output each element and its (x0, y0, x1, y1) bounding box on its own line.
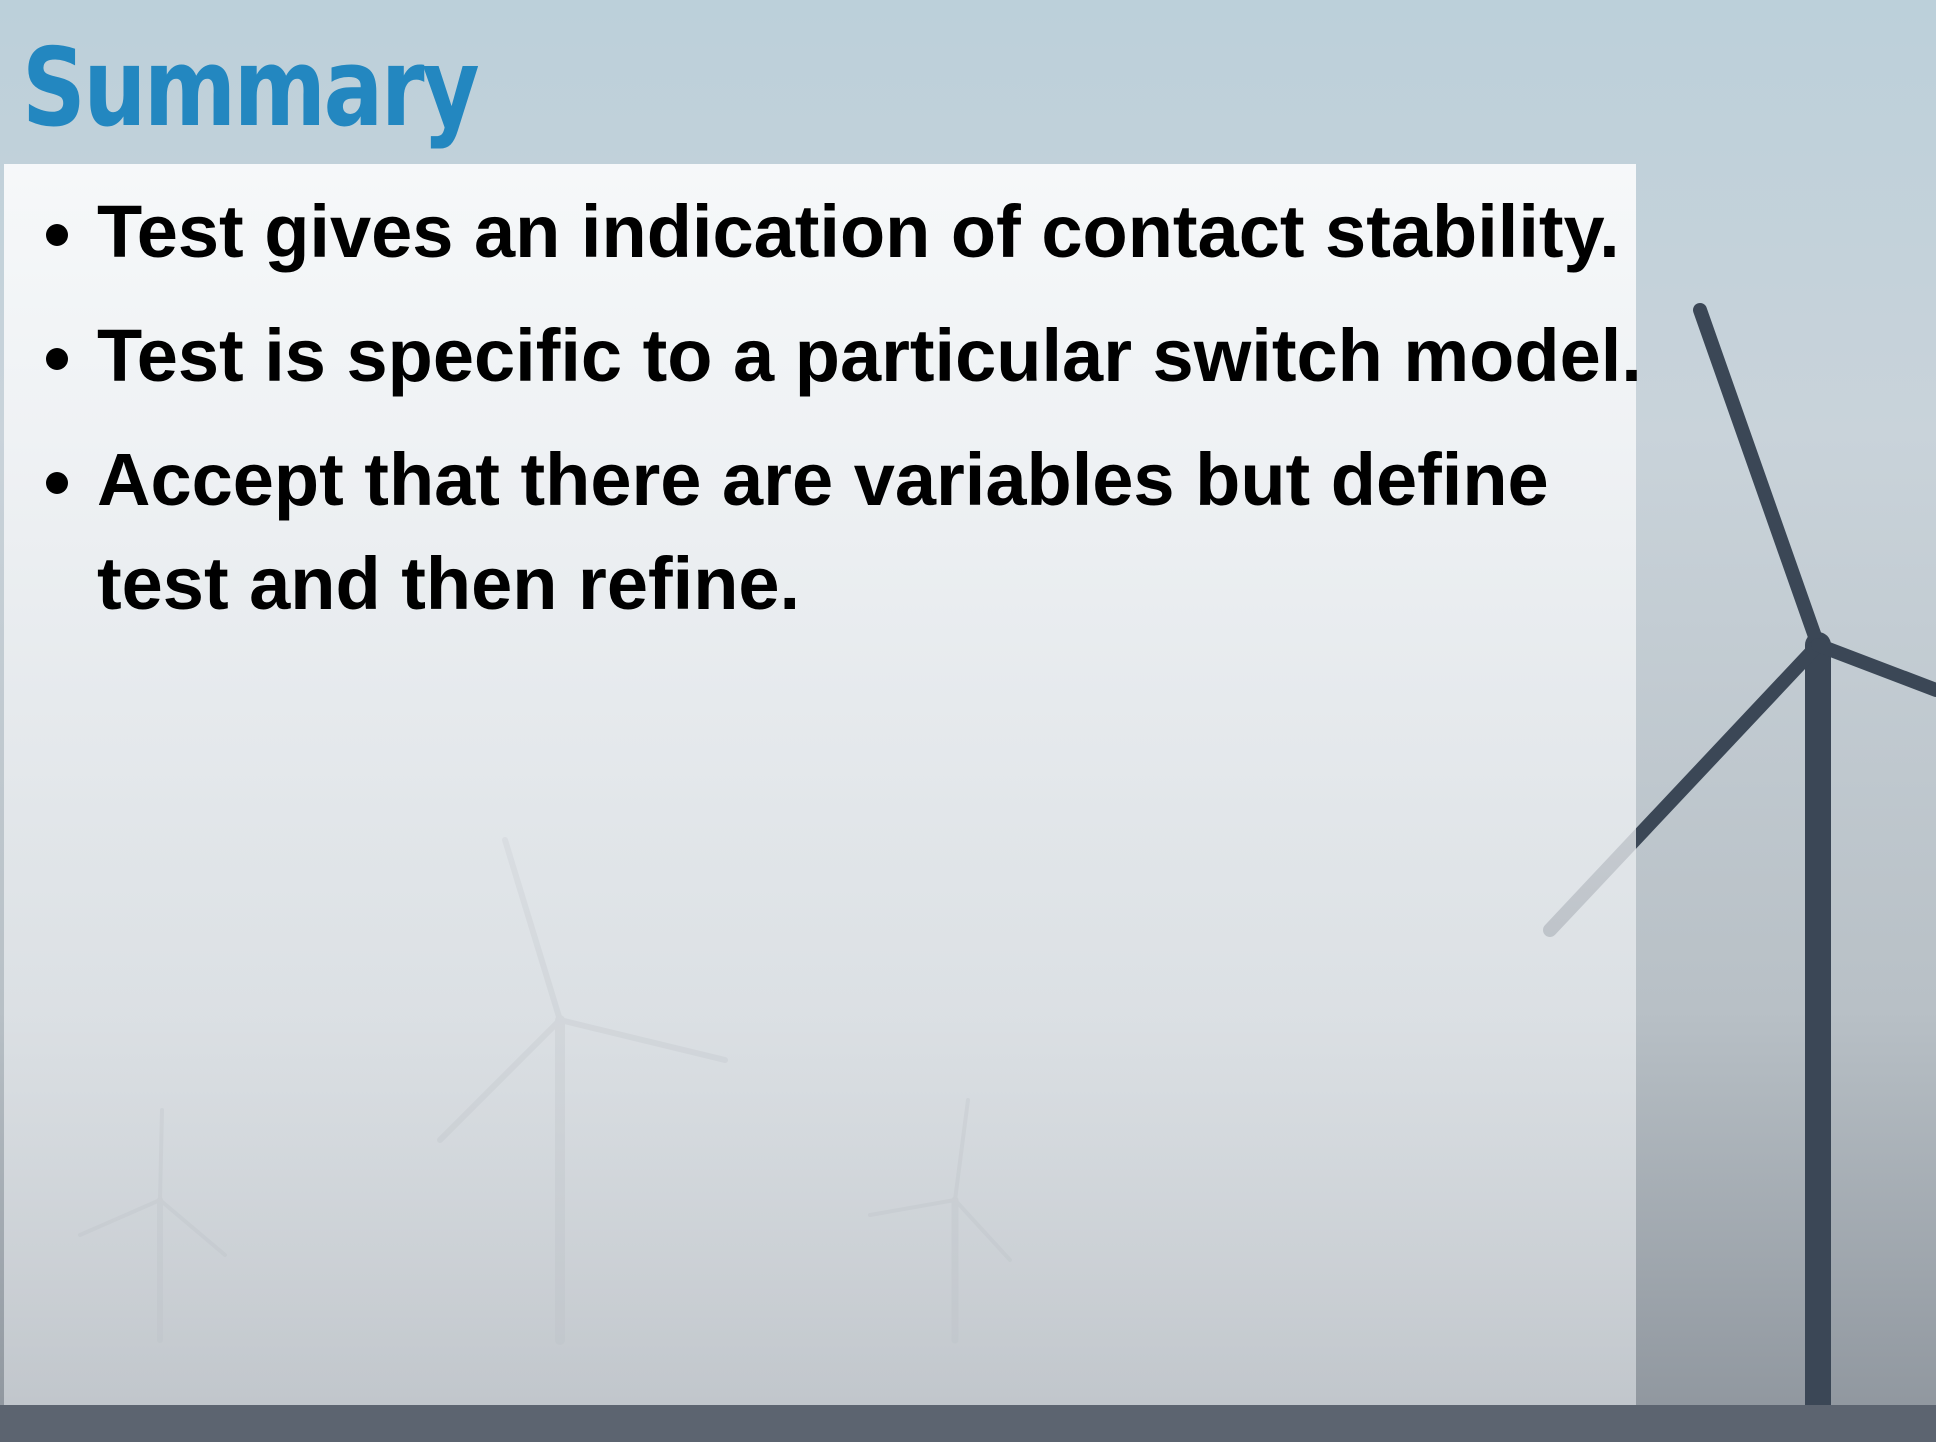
bullet: Test gives an indication of contact stab… (97, 180, 1697, 284)
slide-title: Summary (22, 26, 477, 151)
bullet: Test is specific to a particular switch … (97, 304, 1697, 408)
slide: Summary Test gives an indication of cont… (0, 0, 1936, 1442)
bullet: Accept that there are variables but defi… (97, 428, 1697, 636)
bullet-list: Test gives an indication of contact stab… (20, 180, 1697, 656)
